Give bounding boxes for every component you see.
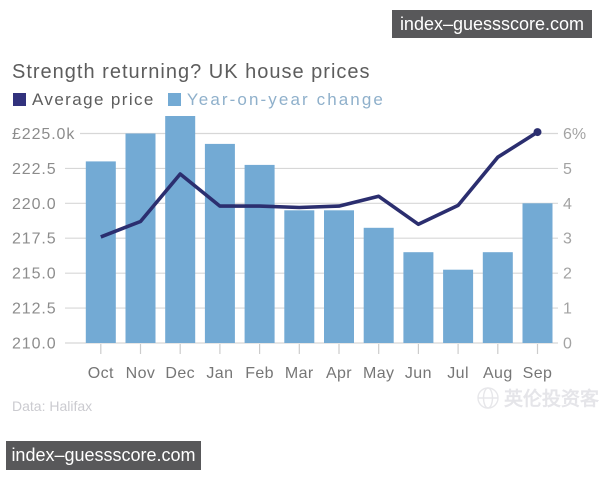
svg-text:222.5: 222.5 [12, 161, 57, 178]
svg-text:Feb: Feb [245, 365, 274, 382]
svg-text:4: 4 [563, 196, 572, 213]
svg-text:210.0: 210.0 [12, 336, 57, 353]
svg-text:Jun: Jun [405, 365, 432, 382]
svg-text:£225.0k: £225.0k [12, 126, 75, 143]
svg-text:Oct: Oct [88, 365, 114, 382]
svg-text:212.5: 212.5 [12, 301, 57, 318]
svg-text:May: May [363, 365, 394, 382]
svg-text:217.5: 217.5 [12, 231, 57, 248]
svg-text:5: 5 [563, 161, 572, 178]
svg-text:3: 3 [563, 231, 572, 248]
svg-text:英伦投资客: 英伦投资客 [504, 387, 600, 410]
svg-text:6%: 6% [563, 126, 586, 143]
svg-text:220.0: 220.0 [12, 196, 57, 213]
svg-text:Nov: Nov [126, 365, 156, 382]
svg-text:215.0: 215.0 [12, 266, 57, 283]
svg-text:Dec: Dec [165, 365, 195, 382]
svg-text:2: 2 [563, 266, 572, 283]
svg-text:Sep: Sep [523, 365, 553, 382]
svg-text:Jan: Jan [206, 365, 233, 382]
svg-text:0: 0 [563, 336, 572, 353]
svg-text:Jul: Jul [447, 365, 469, 382]
svg-text:Mar: Mar [285, 365, 314, 382]
svg-text:1: 1 [563, 301, 572, 318]
svg-text:Apr: Apr [326, 365, 352, 382]
svg-text:Aug: Aug [483, 365, 513, 382]
svg-text:Data: Halifax: Data: Halifax [12, 398, 92, 414]
